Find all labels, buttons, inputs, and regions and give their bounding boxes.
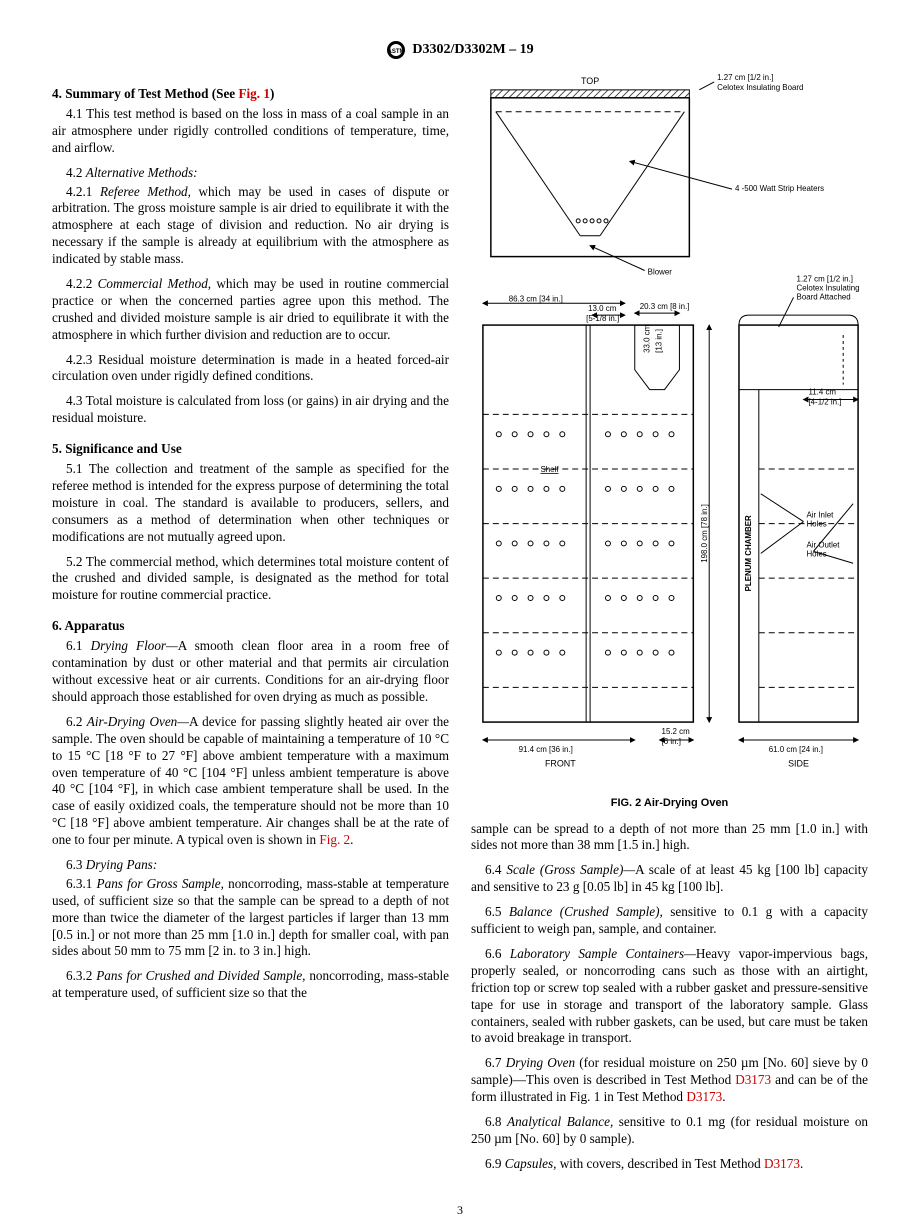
sec4-title: 4. Summary of Test Method (See Fig. 1): [52, 86, 449, 102]
p6-8: 6.8 Analytical Balance, sensitive to 0.1…: [471, 1114, 868, 1148]
left-column: 4. Summary of Test Method (See Fig. 1) 4…: [52, 72, 449, 1181]
figure-2: TOP 1.27 cm [1/2 in.] Celotex Insulating…: [471, 72, 868, 809]
d3173-link-1[interactable]: D3173: [735, 1072, 771, 1087]
page-number: 3: [0, 1203, 920, 1218]
p4-2-3: 4.2.3 Residual moisture determination is…: [52, 352, 449, 386]
svg-text:[5-1/8 in.]: [5-1/8 in.]: [586, 314, 619, 323]
svg-text:Holes: Holes: [806, 549, 826, 558]
svg-text:61.0 cm [24 in.]: 61.0 cm [24 in.]: [769, 745, 823, 754]
svg-text:198.0 cm [78 in.]: 198.0 cm [78 in.]: [700, 504, 709, 563]
doc-header: ASTM D3302/D3302M – 19: [52, 40, 868, 60]
front-label: FRONT: [545, 759, 576, 769]
svg-text:15.2 cm: 15.2 cm: [662, 727, 691, 736]
svg-text:33.0 cm: 33.0 cm: [643, 324, 652, 353]
svg-text:13.0 cm: 13.0 cm: [588, 304, 617, 313]
p-sample-cont: sample can be spread to a depth of not m…: [471, 821, 868, 855]
svg-text:91.4 cm [36 in.]: 91.4 cm [36 in.]: [519, 745, 573, 754]
svg-text:[6 in.]: [6 in.]: [662, 737, 681, 746]
p6-4: 6.4 Scale (Gross Sample)—A scale of at l…: [471, 862, 868, 896]
p6-1: 6.1 Drying Floor—A smooth clean floor ar…: [52, 638, 449, 706]
top-label: TOP: [581, 76, 599, 86]
svg-text:Board Attached: Board Attached: [797, 292, 851, 301]
svg-text:Celotex Insulating Board: Celotex Insulating Board: [717, 83, 803, 92]
p6-7: 6.7 Drying Oven (for residual moisture o…: [471, 1055, 868, 1106]
svg-text:20.3 cm [8 in.]: 20.3 cm [8 in.]: [640, 302, 690, 311]
svg-text:PLENUM CHAMBER: PLENUM CHAMBER: [744, 515, 753, 591]
svg-text:86.3 cm [34 in.]: 86.3 cm [34 in.]: [509, 294, 563, 303]
fig1-link[interactable]: Fig. 1: [238, 86, 270, 101]
p4-2-1: 4.2.1 Referee Method, which may be used …: [52, 184, 449, 268]
p5-2: 5.2 The commercial method, which determi…: [52, 554, 449, 605]
svg-text:1.27 cm [1/2 in.]: 1.27 cm [1/2 in.]: [717, 73, 773, 82]
svg-text:ASTM: ASTM: [388, 49, 405, 55]
fig2-caption: FIG. 2 Air-Drying Oven: [471, 797, 868, 809]
side-label: SIDE: [788, 759, 809, 769]
svg-text:Air Inlet: Air Inlet: [806, 511, 834, 520]
p6-2: 6.2 Air-Drying Oven—A device for passing…: [52, 714, 449, 849]
sec6-title: 6. Apparatus: [52, 618, 449, 634]
p6-9: 6.9 Capsules, with covers, described in …: [471, 1156, 868, 1173]
p4-2-2: 4.2.2 Commercial Method, which may be us…: [52, 276, 449, 344]
svg-text:4 -500 Watt Strip Heaters: 4 -500 Watt Strip Heaters: [735, 184, 824, 193]
sec5-title: 5. Significance and Use: [52, 441, 449, 457]
svg-text:[4-1/2 in.]: [4-1/2 in.]: [808, 397, 841, 406]
right-column: TOP 1.27 cm [1/2 in.] Celotex Insulating…: [471, 72, 868, 1181]
svg-text:[13 in.]: [13 in.]: [655, 329, 664, 353]
p5-1: 5.1 The collection and treatment of the …: [52, 461, 449, 545]
p6-3-1: 6.3.1 Pans for Gross Sample, noncorrodin…: [52, 876, 449, 960]
svg-text:Blower: Blower: [648, 267, 673, 276]
p6-5: 6.5 Balance (Crushed Sample), sensitive …: [471, 904, 868, 938]
d3173-link-3[interactable]: D3173: [764, 1156, 800, 1171]
svg-text:1.27 cm [1/2 in.]: 1.27 cm [1/2 in.]: [797, 274, 853, 283]
svg-text:Celotex Insulating: Celotex Insulating: [797, 283, 860, 292]
p6-3: 6.3 Drying Pans:: [52, 857, 449, 874]
astm-logo: ASTM: [386, 40, 406, 60]
p4-3: 4.3 Total moisture is calculated from lo…: [52, 393, 449, 427]
svg-text:Shelf: Shelf: [540, 465, 559, 474]
doc-id: D3302/D3302M – 19: [412, 42, 533, 58]
p6-6: 6.6 Laboratory Sample Containers—Heavy v…: [471, 946, 868, 1047]
d3173-link-2[interactable]: D3173: [686, 1089, 722, 1104]
p4-1: 4.1 This test method is based on the los…: [52, 106, 449, 157]
p6-3-2: 6.3.2 Pans for Crushed and Divided Sampl…: [52, 968, 449, 1002]
fig2-link[interactable]: Fig. 2: [319, 832, 350, 847]
p4-2: 4.2 Alternative Methods:: [52, 165, 449, 182]
svg-text:Holes: Holes: [806, 520, 826, 529]
svg-text:11.4 cm: 11.4 cm: [808, 388, 836, 397]
svg-text:Air Outlet: Air Outlet: [806, 540, 840, 549]
